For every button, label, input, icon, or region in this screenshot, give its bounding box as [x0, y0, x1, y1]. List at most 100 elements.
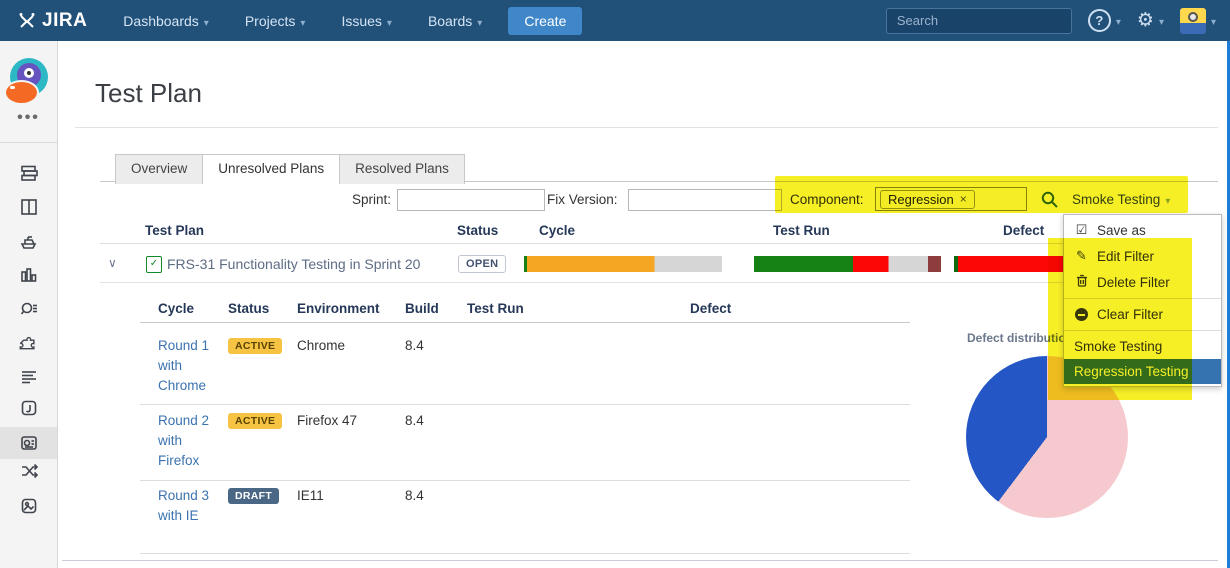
col-test-plan: Test Plan [145, 223, 205, 238]
menu-item-delete-filter[interactable]: Delete Filter [1064, 269, 1221, 295]
subcol-test-run: Test Run [467, 301, 524, 316]
nav-boards[interactable]: Boards [428, 13, 482, 29]
saved-filter-dropdown-button[interactable]: Smoke Testing [1072, 192, 1170, 207]
tab-unresolved-plans[interactable]: Unresolved Plans [203, 154, 341, 184]
search-icon [1041, 191, 1058, 208]
title-divider [75, 127, 1218, 128]
cycle-link[interactable]: Round 1 with Chrome [158, 338, 210, 393]
saved-filter-dropdown-menu: ☑ Save as ✎ Edit Filter Delete Filter Cl… [1063, 214, 1222, 387]
sidebar-item-addons[interactable] [0, 333, 57, 353]
sidebar-item-summary[interactable] [0, 367, 57, 387]
menu-item-clear-filter[interactable]: Clear Filter [1064, 302, 1221, 327]
jira-logo[interactable]: JIRA [18, 10, 87, 32]
test-plan-issue-icon: ✓ [146, 256, 162, 273]
help-icon: ? [1087, 9, 1111, 32]
sidebar-item-releases[interactable] [0, 231, 57, 251]
cycle-link[interactable]: Round 2 with Firefox [158, 413, 210, 468]
checkbox-icon: ☑ [1075, 222, 1088, 237]
shuffle-icon [21, 463, 38, 479]
subcol-defect: Defect [690, 301, 732, 316]
subcol-status: Status [228, 301, 270, 316]
plan-row-summary[interactable]: FRS-31 Functionality Testing in Sprint 2… [167, 256, 421, 272]
menu-item-label: Save as [1097, 222, 1146, 238]
project-sidebar: ••• [0, 41, 58, 568]
sidebar-item-reports[interactable] [0, 265, 57, 285]
menu-separator [1064, 298, 1221, 299]
subcol-build: Build [405, 301, 439, 316]
build-cell: 8.4 [405, 338, 424, 353]
chevron-down-icon [1206, 12, 1216, 30]
menu-item-label: Regression Testing [1074, 364, 1189, 379]
minus-circle-icon [1075, 308, 1088, 321]
row-underline [100, 282, 1218, 283]
subcol-environment: Environment [297, 301, 380, 316]
nav-projects[interactable]: Projects [245, 13, 306, 29]
sidebar-more-button[interactable]: ••• [0, 109, 57, 127]
chevron-down-icon [1111, 12, 1121, 30]
nav-dashboards[interactable]: Dashboards [123, 13, 209, 29]
create-button[interactable]: Create [508, 6, 583, 35]
sidebar-divider [0, 142, 57, 143]
apply-filter-search[interactable] [1040, 190, 1059, 214]
row-separator [140, 480, 910, 481]
admin-menu[interactable]: ⚙ [1137, 11, 1164, 30]
search-input[interactable] [894, 12, 1075, 29]
component-tag: Regression × [880, 189, 975, 209]
cycle-status-badge: DRAFT [228, 488, 280, 504]
page-bottom-line [62, 560, 1218, 561]
sidebar-item-media[interactable] [0, 496, 57, 516]
sprint-input[interactable] [397, 189, 545, 211]
user-avatar [1179, 7, 1206, 34]
board-columns-icon [20, 199, 37, 215]
build-cell: 8.4 [405, 413, 424, 428]
subheader-underline [140, 322, 910, 323]
plan-tabs: Overview Unresolved Plans Resolved Plans [115, 154, 465, 184]
puzzle-icon [19, 336, 35, 350]
component-input[interactable]: Regression × [875, 187, 1027, 211]
menu-item-edit-filter[interactable]: ✎ Edit Filter [1064, 243, 1221, 269]
cycle-link[interactable]: Round 3 with IE [158, 488, 210, 523]
jira-logo-text: JIRA [42, 9, 88, 31]
pencil-icon: ✎ [1076, 248, 1087, 263]
tab-overview[interactable]: Overview [115, 154, 204, 184]
component-tag-label: Regression [888, 191, 954, 207]
menu-item-save-as[interactable]: ☑ Save as [1064, 217, 1221, 243]
col-defect: Defect [1003, 223, 1045, 238]
remove-tag-icon[interactable]: × [959, 192, 967, 206]
cycle-progress-bar [524, 256, 722, 272]
status-badge-open: OPEN [458, 255, 507, 273]
sidebar-item-shuffle[interactable] [0, 461, 57, 481]
pie-chart-title: Defect distribution [967, 331, 1074, 345]
menu-item-smoke-testing[interactable]: Smoke Testing [1064, 334, 1221, 359]
menu-item-label: Clear Filter [1097, 307, 1164, 322]
nav-issues[interactable]: Issues [341, 13, 392, 29]
test-run-progress-bar [754, 256, 941, 272]
col-test-run: Test Run [773, 223, 830, 238]
col-cycle: Cycle [539, 223, 576, 238]
help-menu[interactable]: ? [1087, 9, 1121, 32]
menu-item-regression-testing[interactable]: Regression Testing [1064, 359, 1221, 384]
menu-separator [1064, 330, 1221, 331]
user-menu[interactable] [1179, 7, 1216, 34]
sidebar-item-test-summary[interactable] [0, 427, 57, 459]
project-avatar-icon [3, 58, 48, 105]
gear-icon: ⚙ [1136, 10, 1154, 31]
ship-icon [20, 236, 36, 249]
cycle-status-badge: ACTIVE [228, 338, 283, 354]
tab-resolved-plans[interactable]: Resolved Plans [340, 154, 465, 184]
expand-chevron-icon[interactable]: ∨ [108, 256, 117, 270]
search-box[interactable] [885, 7, 1075, 34]
sidebar-item-capture[interactable] [0, 398, 57, 418]
sidebar-item-board[interactable] [0, 197, 57, 217]
project-avatar[interactable] [0, 58, 57, 105]
sidebar-item-issues[interactable] [0, 299, 57, 319]
table-bottom-line [140, 553, 910, 554]
header-underline [100, 243, 1218, 244]
fix-version-input[interactable] [628, 189, 782, 211]
sidebar-item-backlog[interactable] [0, 163, 57, 183]
nav-right-cluster: ? ⚙ [885, 0, 1216, 41]
test-summary-card-icon [20, 436, 37, 450]
build-cell: 8.4 [405, 488, 424, 503]
tabstrip-line [100, 181, 1218, 182]
